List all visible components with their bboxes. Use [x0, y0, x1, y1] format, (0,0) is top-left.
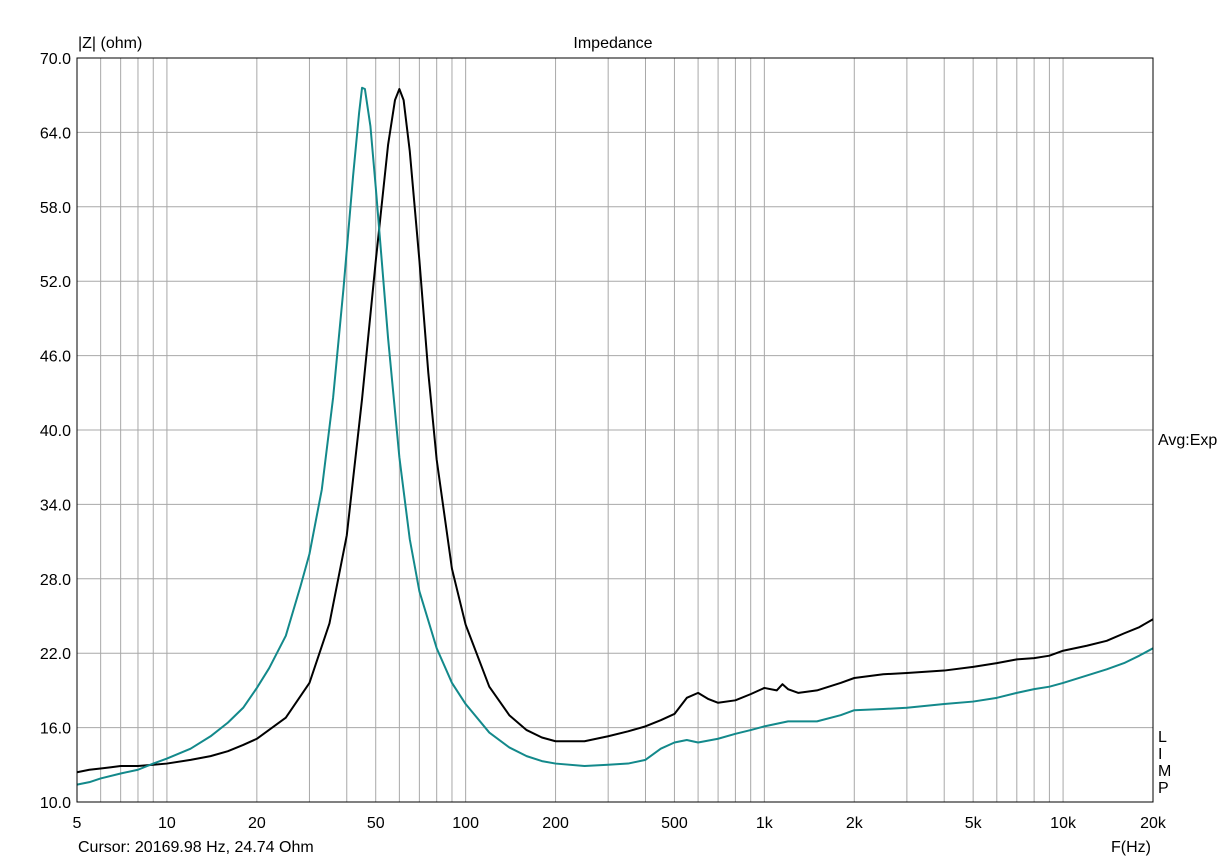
y-tick-labels: 70.0 64.0 58.0 52.0 46.0 40.0 34.0 28.0 22.0 16.0… [40, 51, 71, 812]
x-tick-label: 10k [1050, 815, 1077, 832]
series-line-1 [76, 88, 1154, 774]
x-tick-label: 100 [452, 815, 479, 832]
y-tick-label: 10.0 [40, 795, 71, 812]
grid [77, 58, 1153, 802]
x-tick-label: 1k [756, 815, 774, 832]
y-tick-label: 64.0 [40, 125, 71, 142]
y-tick-label: 46.0 [40, 349, 71, 366]
x-tick-label: 2k [846, 815, 864, 832]
x-tick-label: 5 [73, 815, 82, 832]
limp-letter: P [1158, 780, 1169, 797]
chart-title: Impedance [573, 35, 652, 52]
x-axis-label: F(Hz) [1111, 839, 1151, 856]
x-tick-label: 10 [158, 815, 176, 832]
limp-letter: I [1158, 746, 1162, 763]
y-tick-label: 28.0 [40, 572, 71, 589]
series-layer [76, 86, 1154, 786]
x-tick-label: 500 [661, 815, 688, 832]
y-tick-label: 58.0 [40, 200, 71, 217]
x-tick-label: 200 [542, 815, 569, 832]
y-tick-label: 40.0 [40, 423, 71, 440]
y-tick-label: 34.0 [40, 497, 71, 514]
limp-letter: L [1158, 729, 1167, 746]
plot-frame [76, 57, 1154, 803]
y-tick-label: 52.0 [40, 274, 71, 291]
y-tick-label: 16.0 [40, 721, 71, 738]
averaging-label: Avg:Exp [1158, 432, 1217, 449]
x-tick-labels: 5 10 20 50 100 200 500 1k 2k 5k 10k 20k [73, 815, 1167, 832]
series-line-2 [76, 86, 1154, 786]
cursor-readout: Cursor: 20169.98 Hz, 24.74 Ohm [78, 839, 314, 856]
limp-letter: M [1158, 763, 1171, 780]
y-axis-label: |Z| (ohm) [78, 35, 142, 52]
y-tick-label: 70.0 [40, 51, 71, 68]
x-tick-label: 20 [248, 815, 266, 832]
y-tick-label: 22.0 [40, 646, 71, 663]
x-tick-label: 50 [367, 815, 385, 832]
x-tick-label: 5k [965, 815, 983, 832]
x-tick-label: 20k [1140, 815, 1167, 832]
